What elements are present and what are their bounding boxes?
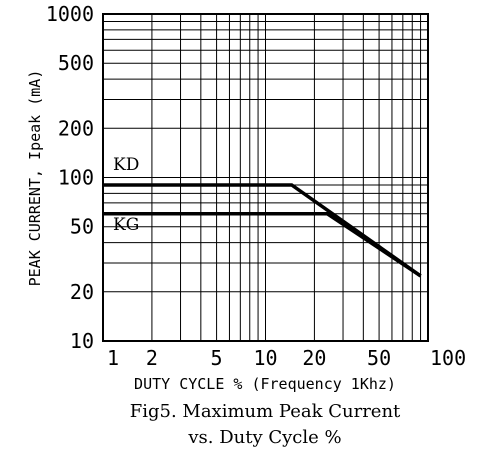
- x-tick-labels: 1 2 5 10 20 50 100: [107, 346, 466, 370]
- plot-frame: [102, 13, 429, 342]
- x-axis-label: DUTY CYCLE % (Frequency 1Khz): [134, 375, 396, 393]
- series-line-kd: [103, 183, 422, 278]
- x-tick-label: 1: [107, 346, 119, 370]
- y-tick-label: 20: [70, 280, 94, 304]
- y-axis-label: PEAK CURRENT, Ipeak (mA): [26, 70, 44, 287]
- x-tick-label: 10: [253, 346, 277, 370]
- y-tick-label: 10: [70, 329, 94, 353]
- x-tick-label: 50: [367, 346, 391, 370]
- series-layer: [103, 183, 422, 278]
- x-tick-label: 20: [302, 346, 326, 370]
- x-tick-label: 2: [146, 346, 158, 370]
- series-label-kg: KG: [113, 215, 139, 235]
- caption-line-2: vs. Duty Cycle %: [187, 427, 341, 448]
- y-tick-labels: 10 20 50 100 200 500 1000: [46, 2, 94, 353]
- y-tick-label: 100: [58, 166, 94, 190]
- x-tick-label: 100: [430, 346, 466, 370]
- series-line-kg: [103, 212, 422, 278]
- chart-grid: [103, 14, 428, 341]
- y-tick-label: 500: [58, 51, 94, 75]
- y-tick-label: 50: [70, 215, 94, 239]
- series-label-kd: KD: [113, 155, 139, 175]
- y-tick-label: 1000: [46, 2, 94, 26]
- caption-line-1: Fig5. Maximum Peak Current: [130, 401, 401, 422]
- x-tick-label: 5: [211, 346, 223, 370]
- y-tick-label: 200: [58, 116, 94, 140]
